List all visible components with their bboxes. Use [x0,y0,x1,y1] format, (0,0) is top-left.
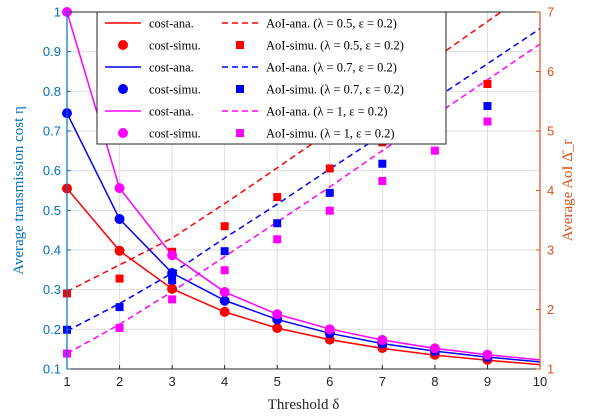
y-left-tick-label: 0.4 [43,243,61,258]
y-axis-label-right: Average AoI Δ̄_r [560,140,576,242]
legend-label: cost-ana. [149,17,194,31]
y-right-tick-label: 4 [547,183,554,198]
series-point-5 [219,295,230,306]
x-tick-label: 10 [533,374,547,389]
series-line-8 [67,12,540,361]
series-point-3 [273,193,282,202]
y-left-tick-label: 0.9 [43,44,61,59]
series-point-7 [325,188,334,197]
series-point-9 [167,250,178,261]
series-point-9 [482,349,493,360]
x-tick-label: 5 [274,374,281,389]
y-left-tick-label: 1 [54,5,61,20]
y-left-tick-label: 0.1 [43,362,61,377]
series-point-11 [168,295,177,304]
y-right-tick-label: 7 [547,5,554,20]
series-point-1 [272,323,283,334]
y-right-tick-label: 3 [547,243,554,258]
series-point-1 [219,306,230,317]
series-point-3 [325,164,334,173]
y-left-tick-label: 0.3 [43,282,61,297]
series-point-7 [483,102,492,111]
legend-label: cost-ana. [149,105,194,119]
series-point-5 [167,268,178,279]
legend-swatch [236,85,244,93]
x-tick-label: 2 [116,374,123,389]
series-point-1 [114,245,125,256]
x-tick-label: 7 [379,374,386,389]
x-tick-label: 8 [431,374,438,389]
series-point-7 [115,303,124,312]
legend-swatch [118,128,128,138]
legend-label: AoI-ana. (λ = 0.7, ε = 0.2) [266,61,397,75]
legend-label: AoI-ana. (λ = 1, ε = 0.2) [266,105,388,119]
y-left-tick-label: 0.8 [43,84,61,99]
y-left-tick-label: 0.2 [43,322,61,337]
x-tick-label: 6 [326,374,333,389]
series-point-7 [220,247,229,256]
legend-swatch [236,129,244,137]
legend-label: AoI-simu. (λ = 0.7, ε = 0.2) [266,83,404,97]
y-right-tick-label: 2 [547,302,554,317]
series-point-11 [115,323,124,332]
x-tick-label: 3 [168,374,175,389]
axis-ticks: 1 2 3 4 5 6 7 8 9 10 0.1 0.2 0.3 0.4 0.5 0.6 0.7 0.8 0.9 1 1… [43,5,554,390]
series-line-4 [67,112,540,363]
x-tick-label: 1 [63,374,70,389]
legend-label: cost-simu. [149,83,201,97]
legend-label: cost-simu. [149,127,201,141]
legend-label: cost-simu. [149,39,201,53]
series-point-11 [483,117,492,126]
y-right-tick-label: 6 [547,64,554,79]
series-point-7 [168,276,177,285]
legend-swatch [236,41,244,49]
series-point-9 [429,343,440,354]
series-point-9 [272,309,283,320]
x-tick-label: 4 [221,374,228,389]
series-lines [67,12,540,366]
series-point-9 [377,335,388,346]
series-point-5 [114,214,125,225]
y-right-tick-label: 1 [547,362,554,377]
series-point-1 [167,283,178,294]
legend: cost-ana. AoI-ana. (λ = 0.5, ε = 0.2) cost… [96,11,447,145]
y-axis-label-left: Average transmission cost η [11,106,27,275]
series-point-9 [324,324,335,335]
series-point-11 [430,146,439,155]
y-left-tick-label: 0.6 [43,163,61,178]
series-point-9 [219,287,230,298]
legend-label: AoI-ana. (λ = 0.5, ε = 0.2) [266,17,397,31]
series-point-7 [378,159,387,168]
series-point-11 [220,266,229,275]
legend-label: AoI-simu. (λ = 0.5, ε = 0.2) [266,39,404,53]
legend-label: AoI-simu. (λ = 1, ε = 0.2) [266,127,395,141]
series-line-0 [67,188,540,366]
series-point-11 [273,235,282,244]
legend-box [96,11,447,145]
series-point-11 [378,176,387,185]
series-point-11 [325,206,334,215]
series-point-3 [115,274,124,283]
series-line-10 [67,43,540,355]
x-axis-label: Threshold δ [268,397,340,413]
y-right-tick-label: 5 [547,124,554,139]
x-tick-label: 9 [484,374,491,389]
series-point-7 [273,219,282,228]
legend-swatch [118,40,128,50]
series-point-3 [483,79,492,88]
y-left-tick-label: 0.7 [43,124,61,139]
series-point-9 [114,183,125,194]
legend-label: cost-ana. [149,61,194,75]
series-point-3 [220,222,229,231]
legend-swatch [118,84,128,94]
y-left-tick-label: 0.5 [43,203,61,218]
